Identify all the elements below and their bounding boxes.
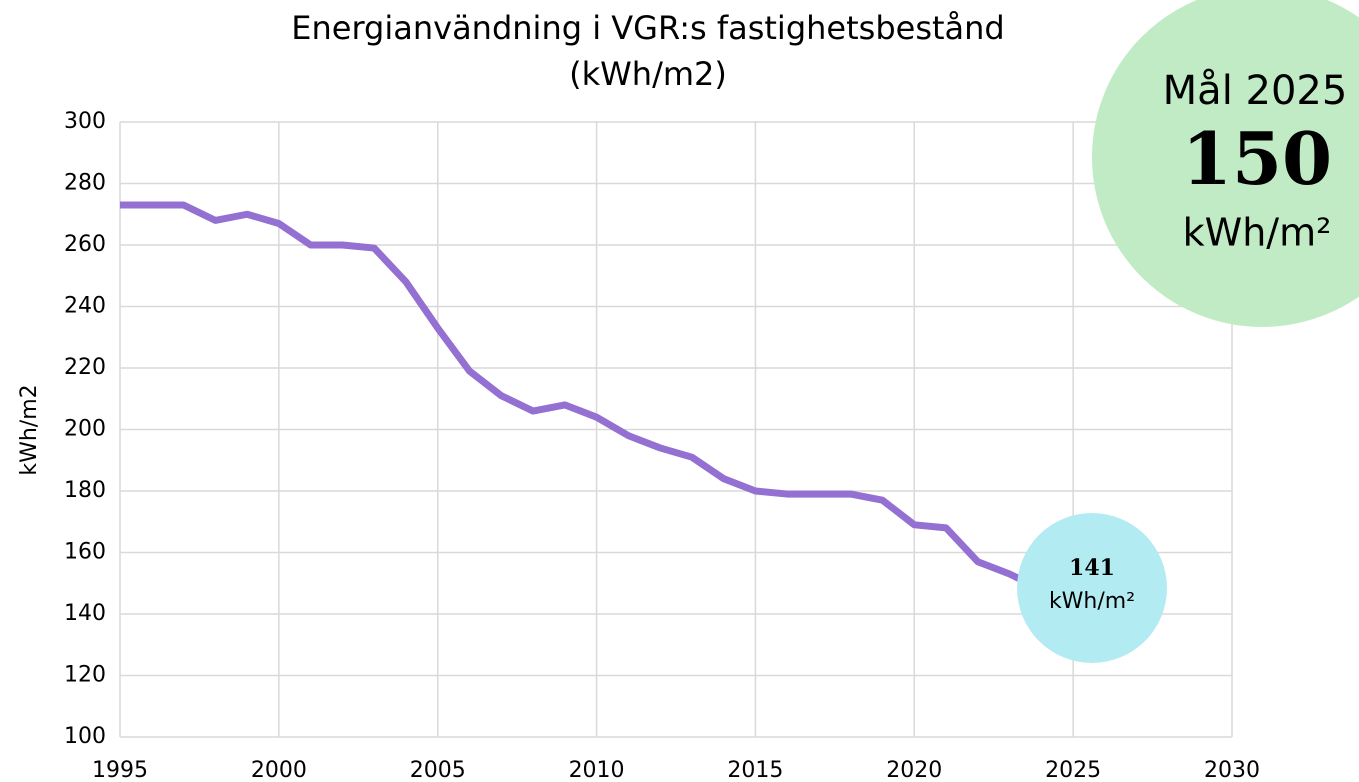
chart-title: (kWh/m2) <box>569 55 727 93</box>
y-tick-label: 280 <box>64 171 106 196</box>
x-tick-label: 2020 <box>886 758 942 782</box>
y-tick-label: 220 <box>64 355 106 380</box>
y-tick-label: 180 <box>64 478 106 503</box>
x-tick-label: 1995 <box>92 758 148 782</box>
y-axis-label: kWh/m2 <box>17 384 42 475</box>
goal-label: Mål 2025 <box>1163 68 1348 114</box>
y-tick-label: 140 <box>64 601 106 626</box>
current-value: 141 <box>1069 555 1115 581</box>
chart-title: Energianvändning i VGR:s fastighetsbestå… <box>291 9 1004 47</box>
y-tick-label: 120 <box>64 663 106 688</box>
y-tick-label: 200 <box>64 417 106 442</box>
y-tick-label: 100 <box>64 724 106 749</box>
x-tick-label: 2005 <box>410 758 466 782</box>
x-tick-label: 2025 <box>1045 758 1101 782</box>
current-circle <box>1017 513 1167 663</box>
current-unit: kWh/m² <box>1049 589 1135 614</box>
x-tick-label: 2010 <box>569 758 625 782</box>
goal-unit: kWh/m² <box>1183 211 1332 255</box>
line-series <box>120 201 1043 593</box>
goal-value: 150 <box>1182 116 1332 201</box>
y-tick-label: 300 <box>64 109 106 134</box>
y-tick-label: 260 <box>64 232 106 257</box>
x-tick-label: 2000 <box>251 758 307 782</box>
y-tick-label: 240 <box>64 294 106 319</box>
x-tick-label: 2030 <box>1204 758 1260 782</box>
goal-circle <box>1092 0 1359 327</box>
y-tick-label: 160 <box>64 540 106 565</box>
x-tick-label: 2015 <box>727 758 783 782</box>
